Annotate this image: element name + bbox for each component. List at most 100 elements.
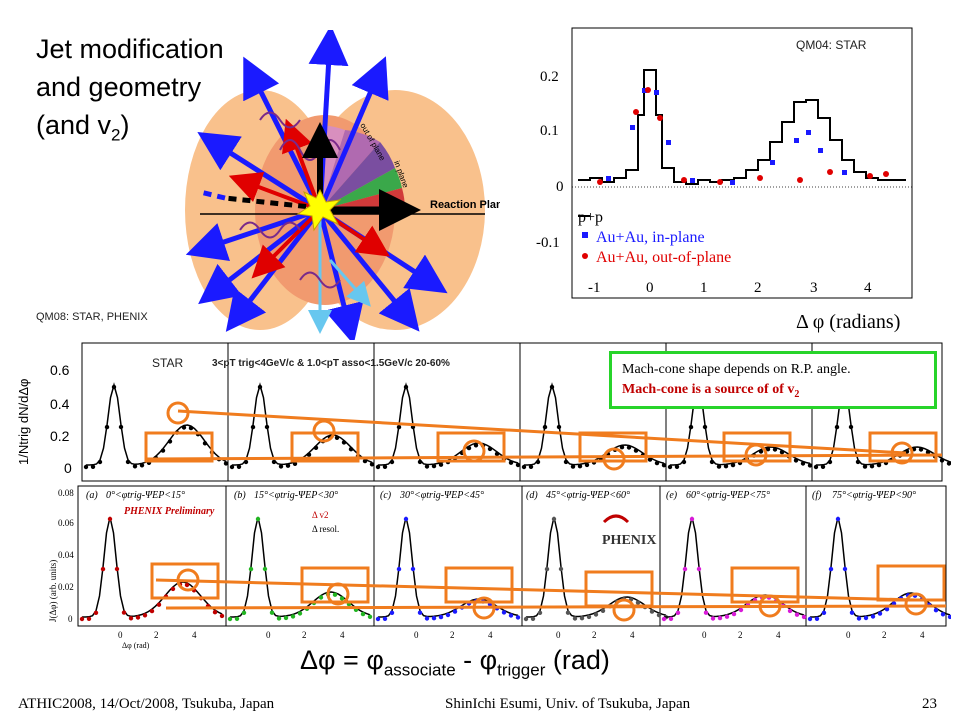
phenix-preliminary: PHENIX Preliminary <box>124 506 215 517</box>
data-point <box>635 600 641 605</box>
data-point <box>675 610 681 615</box>
data-point <box>654 460 660 466</box>
data-point <box>241 610 247 615</box>
data-point <box>236 464 242 469</box>
data-point <box>696 566 702 572</box>
data-point <box>417 610 423 615</box>
data-point <box>255 516 261 522</box>
data-point <box>807 463 813 468</box>
data-point <box>466 445 472 451</box>
data-point <box>181 425 187 430</box>
qm04-xlabel: Δ φ (radians) <box>796 311 900 333</box>
svg-text:4: 4 <box>192 630 197 640</box>
panel-d-label: (d) <box>526 490 538 501</box>
data-point <box>97 459 103 465</box>
data-point <box>542 424 548 430</box>
data-point <box>285 463 291 468</box>
star-frame <box>81 342 943 482</box>
svg-text:2: 2 <box>882 630 887 640</box>
data-point <box>656 612 662 618</box>
svg-text:4: 4 <box>630 630 635 640</box>
data-point <box>248 566 254 572</box>
star-orange-boxes <box>144 401 943 471</box>
title-line-3: (and v2) <box>36 110 130 145</box>
data-point <box>348 447 354 452</box>
data-point <box>487 446 493 452</box>
data-point <box>515 462 521 468</box>
data-point <box>579 616 585 621</box>
title-line-1: Jet modification <box>36 34 224 64</box>
data-point <box>139 463 145 468</box>
data-point <box>212 610 218 615</box>
data-point <box>723 464 729 469</box>
star-ylabel: 1/Ntrig dN/dΔφ <box>16 379 31 465</box>
data-point <box>528 464 534 469</box>
jet-geometry-diagram: Reaction Plane out of plane in plane <box>185 30 500 340</box>
data-point <box>862 464 868 469</box>
data-point <box>828 566 834 572</box>
qm04-xtick: 2 <box>754 280 762 296</box>
data-point <box>121 610 127 615</box>
data-point <box>689 516 695 522</box>
data-point <box>375 464 381 470</box>
data-point <box>86 616 92 621</box>
phenix-panels: J(Δφ) (arb. units) 0.08 0.06 0.04 0.02 0… <box>48 485 951 650</box>
data-point <box>572 616 578 621</box>
phenix-ytick: 0.02 <box>58 582 74 592</box>
data-point <box>396 566 402 572</box>
star-ytick: 0 <box>64 460 72 476</box>
data-point <box>661 616 667 622</box>
data-point <box>710 616 716 621</box>
data-point <box>132 464 138 469</box>
svg-text:0: 0 <box>414 630 419 640</box>
phenix-panel-dividers <box>225 486 807 626</box>
data-point <box>278 464 284 469</box>
data-point <box>271 459 277 465</box>
data-point <box>772 447 778 452</box>
data-point <box>118 424 124 430</box>
data-point <box>262 566 268 572</box>
svg-text:0: 0 <box>556 630 561 640</box>
data-point <box>577 464 583 469</box>
data-point <box>111 384 117 390</box>
data-point <box>114 566 120 572</box>
data-point <box>445 612 451 618</box>
data-point <box>100 566 106 572</box>
footer-author: ShinIchi Esumi, Univ. of Tsukuba, Japan <box>445 696 691 712</box>
data-point <box>570 464 576 469</box>
qm04-xtick: 3 <box>810 280 818 296</box>
phenix-frame <box>77 485 947 627</box>
data-point <box>128 616 134 621</box>
data-point <box>90 464 96 469</box>
data-point <box>276 616 282 621</box>
qm04-outofplane-points <box>597 87 889 185</box>
data-point <box>870 614 876 619</box>
data-point <box>940 612 946 617</box>
data-point <box>848 424 854 430</box>
phenix-logo: PHENIX <box>602 533 656 548</box>
data-point <box>674 464 680 469</box>
data-point <box>933 608 939 613</box>
data-point <box>515 615 521 620</box>
data-point <box>807 616 813 622</box>
data-point <box>647 457 653 462</box>
data-point <box>93 610 99 615</box>
star-panels: 1/Ntrig dN/dΔφ 0.6 0.4 0.2 0 <box>16 342 951 482</box>
data-point <box>869 464 875 469</box>
data-point <box>779 450 785 455</box>
data-point <box>438 462 444 467</box>
data-point <box>813 464 819 470</box>
data-point <box>382 464 388 469</box>
data-point <box>946 461 951 466</box>
qm04-frame <box>571 27 913 299</box>
star-ytick: 0.4 <box>50 396 70 412</box>
away-side-dashed <box>224 195 321 211</box>
data-point <box>521 464 527 470</box>
data-point <box>586 614 592 620</box>
data-point <box>494 451 500 457</box>
qm04-xtick: 1 <box>700 280 708 296</box>
svg-text:2: 2 <box>302 630 307 640</box>
data-point <box>431 463 437 469</box>
panel-d-range: 45°<φtrig-ΨEP<60° <box>546 490 630 501</box>
data-point <box>417 459 423 465</box>
